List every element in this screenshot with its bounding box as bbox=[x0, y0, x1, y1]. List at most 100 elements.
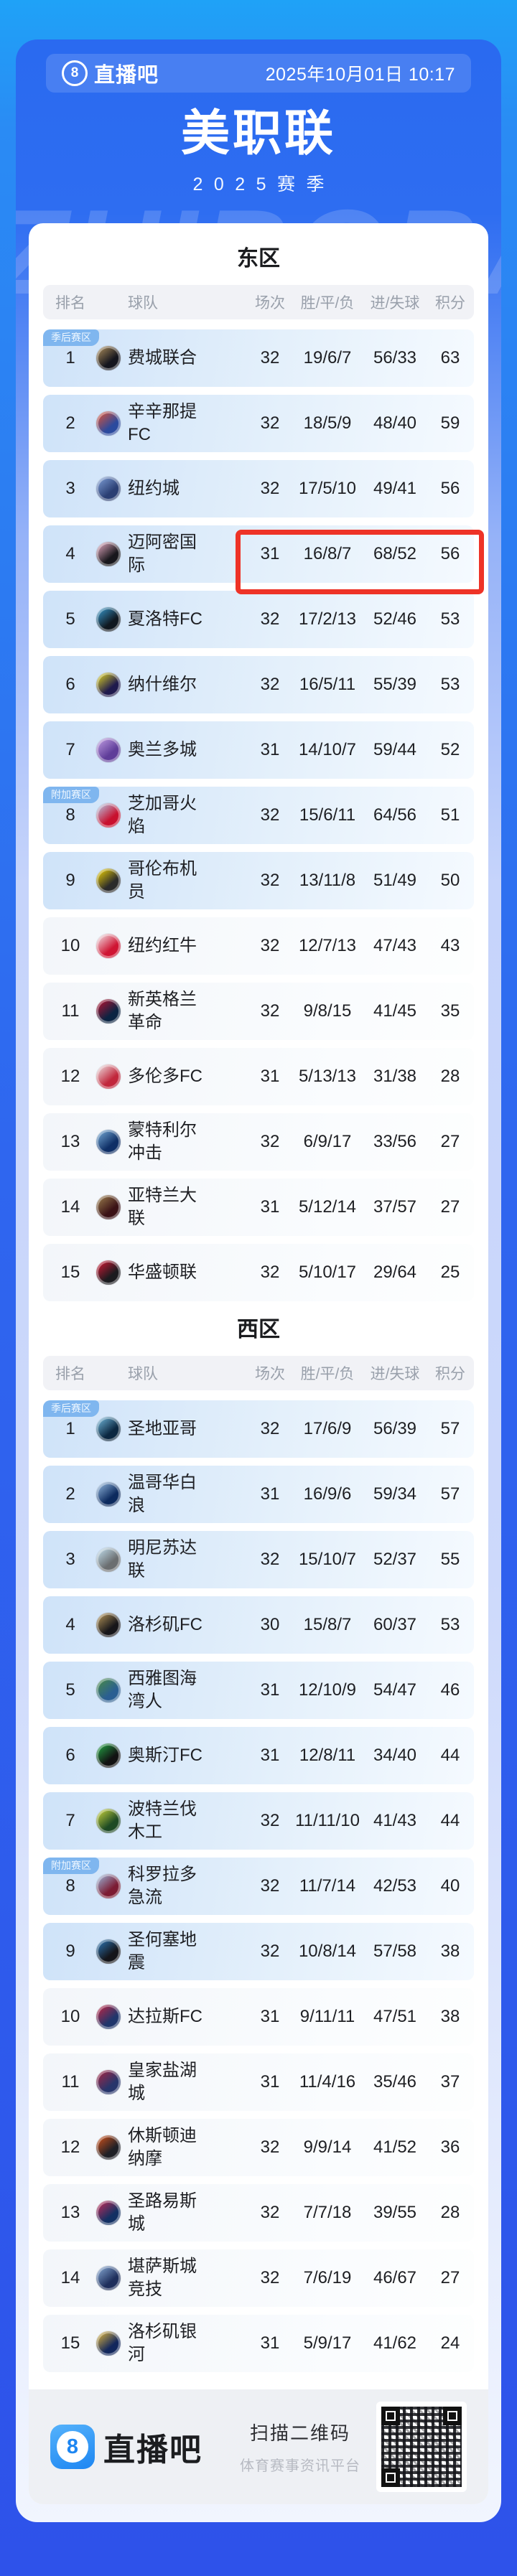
team-name: 洛杉矶银河 bbox=[128, 2322, 197, 2364]
points-cell: 50 bbox=[440, 871, 460, 890]
team-row[interactable]: 11 新英格兰革命 32 9/8/15 41/45 35 bbox=[43, 983, 474, 1040]
win-draw-loss-cell: 17/2/13 bbox=[298, 609, 357, 629]
team-row[interactable]: 5 夏洛特FC 32 17/2/13 52/46 53 bbox=[43, 591, 474, 648]
team-row[interactable]: 9 哥伦布机员 32 13/11/8 51/49 50 bbox=[43, 852, 474, 909]
standings-card: 东区 排名 球队 场次 胜/平/负 进/失球 积分 季后赛区 1 费城联合 32 19/6… bbox=[29, 223, 488, 2504]
goals-cell: 35/46 bbox=[373, 2072, 417, 2092]
goals-cell: 49/41 bbox=[373, 479, 417, 498]
points-cell: 57 bbox=[440, 1484, 460, 1504]
win-draw-loss-cell: 17/5/10 bbox=[298, 479, 357, 498]
team-row[interactable]: 10 达拉斯FC 31 9/11/11 47/51 38 bbox=[43, 1988, 474, 2046]
points-cell: 27 bbox=[440, 2268, 460, 2287]
points-cell: 53 bbox=[440, 1615, 460, 1634]
rank-cell: 2 bbox=[65, 1484, 75, 1504]
win-draw-loss-cell: 6/9/17 bbox=[303, 1132, 352, 1151]
team-crest-icon bbox=[96, 1260, 121, 1285]
poster-container: 8 直播吧 2025年10月01日 10:17 美职联 2025赛季 ZHIBO… bbox=[16, 39, 501, 2522]
team-name: 达拉斯FC bbox=[128, 2007, 202, 2026]
table-rows: 季后赛区 1 费城联合 32 19/6/7 56/33 63 2 辛辛那提FC … bbox=[43, 329, 484, 1301]
team-row[interactable]: 2 辛辛那提FC 32 18/5/9 48/40 59 bbox=[43, 395, 474, 452]
table-header: 排名 球队 场次 胜/平/负 进/失球 积分 bbox=[43, 285, 474, 319]
team-row[interactable]: 5 西雅图海湾人 31 12/10/9 54/47 46 bbox=[43, 1662, 474, 1719]
points-cell: 53 bbox=[440, 609, 460, 629]
team-row[interactable]: 7 奥兰多城 31 14/10/7 59/44 52 bbox=[43, 721, 474, 779]
team-row[interactable]: 14 亚特兰大联 31 5/12/14 37/57 27 bbox=[43, 1179, 474, 1236]
team-name: 奥斯汀FC bbox=[128, 1746, 202, 1765]
matches-cell: 32 bbox=[260, 1001, 280, 1021]
team-crest-icon bbox=[96, 1874, 121, 1898]
team-row[interactable]: 15 洛杉矶银河 31 5/9/17 41/62 24 bbox=[43, 2315, 474, 2372]
goals-cell: 64/56 bbox=[373, 805, 417, 825]
site-logo[interactable]: 8 直播吧 bbox=[62, 58, 159, 88]
goals-cell: 59/34 bbox=[373, 1484, 417, 1504]
win-draw-loss-cell: 19/6/7 bbox=[303, 348, 352, 367]
goals-cell: 34/40 bbox=[373, 1746, 417, 1765]
team-row[interactable]: 13 蒙特利尔冲击 32 6/9/17 33/56 27 bbox=[43, 1113, 474, 1171]
qr-code bbox=[376, 2402, 467, 2492]
team-row[interactable]: 4 迈阿密国际 31 16/8/7 68/52 56 bbox=[43, 525, 484, 594]
goals-cell: 57/58 bbox=[373, 1942, 417, 1961]
matches-cell: 32 bbox=[260, 479, 280, 498]
points-cell: 56 bbox=[440, 544, 460, 563]
column-header: 胜/平/负 bbox=[300, 295, 355, 312]
points-cell: 53 bbox=[440, 675, 460, 694]
team-row[interactable]: 3 纽约城 32 17/5/10 49/41 56 bbox=[43, 460, 474, 517]
team-row[interactable]: 12 多伦多FC 31 5/13/13 31/38 28 bbox=[43, 1048, 474, 1105]
win-draw-loss-cell: 15/10/7 bbox=[298, 1550, 357, 1569]
goals-cell: 48/40 bbox=[373, 413, 417, 433]
rank-cell: 11 bbox=[61, 2072, 80, 2092]
goals-cell: 39/55 bbox=[373, 2203, 417, 2222]
goals-cell: 55/39 bbox=[373, 675, 417, 694]
footer-texts: 扫描二维码 体育赛事资讯平台 bbox=[240, 2419, 360, 2475]
footer-logo[interactable]: 8 直播吧 bbox=[50, 2424, 240, 2470]
goals-cell: 31/38 bbox=[373, 1067, 417, 1086]
team-name: 纳什维尔 bbox=[128, 675, 197, 694]
team-crest-icon bbox=[96, 346, 121, 370]
zone-badge: 附加赛区 bbox=[43, 1858, 99, 1874]
win-draw-loss-cell: 11/11/10 bbox=[295, 1811, 360, 1830]
team-row[interactable]: 13 圣路易斯城 32 7/7/18 39/55 28 bbox=[43, 2184, 474, 2242]
goals-cell: 47/43 bbox=[373, 936, 417, 955]
win-draw-loss-cell: 12/8/11 bbox=[299, 1746, 356, 1765]
team-row[interactable]: 季后赛区 1 圣地亚哥 32 17/6/9 56/39 57 bbox=[43, 1400, 474, 1458]
rank-cell: 1 bbox=[65, 1419, 75, 1438]
goals-cell: 56/33 bbox=[373, 348, 417, 367]
win-draw-loss-cell: 15/6/11 bbox=[299, 805, 356, 825]
team-row[interactable]: 9 圣何塞地震 32 10/8/14 57/58 38 bbox=[43, 1923, 474, 1980]
team-row[interactable]: 季后赛区 1 费城联合 32 19/6/7 56/33 63 bbox=[43, 329, 474, 387]
team-crest-icon bbox=[96, 2005, 121, 2029]
team-row[interactable]: 4 洛杉矶FC 30 15/8/7 60/37 53 bbox=[43, 1596, 474, 1654]
column-header: 排名 bbox=[55, 295, 85, 312]
team-name: 华盛顿联 bbox=[128, 1263, 197, 1282]
team-row[interactable]: 15 华盛顿联 32 5/10/17 29/64 25 bbox=[43, 1244, 474, 1301]
rank-cell: 14 bbox=[60, 2268, 80, 2287]
team-row[interactable]: 2 温哥华白浪 31 16/9/6 59/34 57 bbox=[43, 1466, 474, 1523]
goals-cell: 68/52 bbox=[373, 544, 417, 563]
team-row[interactable]: 附加赛区 8 芝加哥火焰 32 15/6/11 64/56 51 bbox=[43, 787, 474, 844]
team-crest-icon bbox=[96, 1195, 121, 1219]
win-draw-loss-cell: 9/9/14 bbox=[303, 2137, 352, 2157]
rank-cell: 14 bbox=[60, 1197, 80, 1217]
team-row[interactable]: 12 休斯顿迪纳摩 32 9/9/14 41/52 36 bbox=[43, 2119, 474, 2176]
team-row[interactable]: 3 明尼苏达联 32 15/10/7 52/37 55 bbox=[43, 1531, 474, 1588]
goals-cell: 33/56 bbox=[373, 1132, 417, 1151]
team-crest-icon bbox=[96, 2135, 121, 2160]
points-cell: 51 bbox=[440, 805, 460, 825]
win-draw-loss-cell: 5/13/13 bbox=[298, 1067, 357, 1086]
win-draw-loss-cell: 5/10/17 bbox=[298, 1263, 357, 1282]
east-conference-section: 东区 排名 球队 场次 胜/平/负 进/失球 积分 季后赛区 1 费城联合 32 19/6… bbox=[43, 243, 484, 1301]
conference-title: 西区 bbox=[237, 1318, 280, 1341]
team-row[interactable]: 7 波特兰伐木工 32 11/11/10 41/43 44 bbox=[43, 1792, 474, 1850]
team-name: 辛辛那提FC bbox=[128, 402, 197, 444]
team-row[interactable]: 附加赛区 8 科罗拉多急流 32 11/7/14 42/53 40 bbox=[43, 1858, 474, 1915]
column-header: 进/失球 bbox=[370, 295, 420, 312]
team-name: 西雅图海湾人 bbox=[128, 1669, 197, 1711]
team-row[interactable]: 11 皇家盐湖城 31 11/4/16 35/46 37 bbox=[43, 2053, 474, 2111]
team-row[interactable]: 14 堪萨斯城竞技 32 7/6/19 46/67 27 bbox=[43, 2249, 474, 2307]
matches-cell: 32 bbox=[260, 871, 280, 890]
team-row[interactable]: 10 纽约红牛 32 12/7/13 47/43 43 bbox=[43, 917, 474, 975]
team-row[interactable]: 6 纳什维尔 32 16/5/11 55/39 53 bbox=[43, 656, 474, 713]
team-crest-icon bbox=[96, 2201, 121, 2225]
column-header: 场次 bbox=[255, 1366, 285, 1382]
team-row[interactable]: 6 奥斯汀FC 31 12/8/11 34/40 44 bbox=[43, 1727, 474, 1784]
